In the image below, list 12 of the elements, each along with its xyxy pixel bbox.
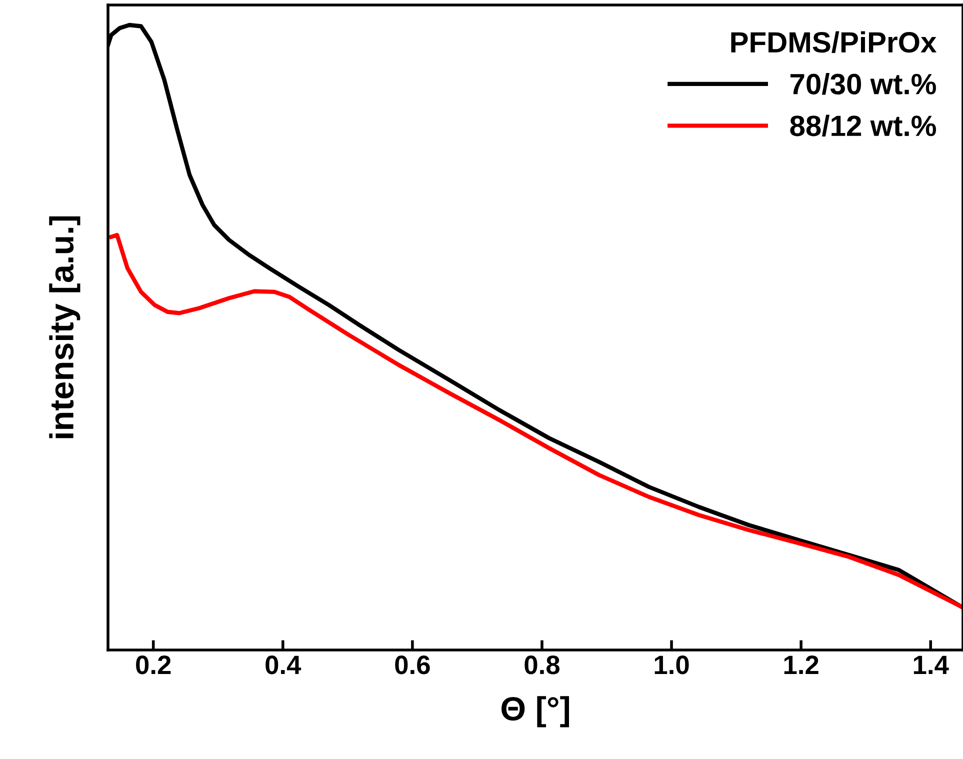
y-axis-title: intensity [a.u.] <box>49 216 80 438</box>
x-tick-label: 1.4 <box>914 656 949 674</box>
x-tick-label: 0.2 <box>136 656 171 674</box>
x-axis-title: Θ [°] <box>502 696 569 728</box>
legend-label: 88/12 wt.% <box>790 114 936 137</box>
x-tick-label: 1.0 <box>654 656 689 674</box>
x-tick-label: 1.2 <box>784 656 818 674</box>
legend-title: PFDMS/PiPrOx <box>731 31 937 53</box>
x-tick-label: 0.8 <box>524 656 560 674</box>
x-tick-label: 0.4 <box>266 656 302 674</box>
legend-label: 70/30 wt.% <box>790 73 936 95</box>
x-tick-label: 0.6 <box>395 656 430 674</box>
